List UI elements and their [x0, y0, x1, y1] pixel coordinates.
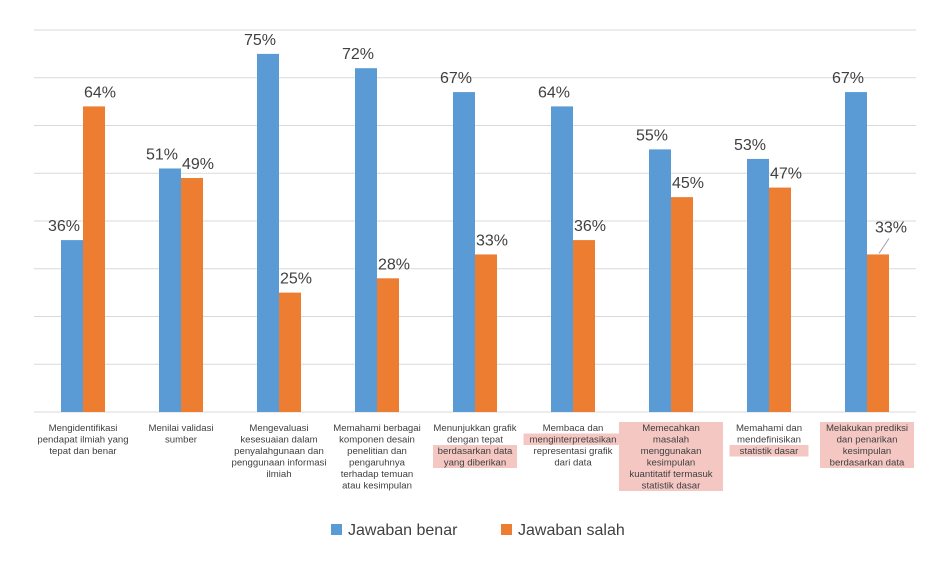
bar-jawaban-benar	[649, 149, 671, 412]
leader-line	[878, 238, 890, 254]
bar-jawaban-benar	[257, 53, 279, 412]
category-label: Menilai validasi sumber	[148, 423, 213, 446]
category-label: Memahami dan mendefinisikan statistik dasa…	[736, 423, 802, 457]
bar-jawaban-benar	[159, 168, 181, 412]
value-label-benar: 64%	[538, 84, 570, 101]
category-label: Melakukan prediksi dan penarikan kesimpula…	[826, 423, 908, 469]
bar-jawaban-benar	[845, 92, 867, 412]
value-label-benar: 67%	[440, 70, 472, 87]
value-label-salah: 28%	[378, 256, 410, 273]
category-labels: Mengidentifikasi pendapat ilmiah yang tepa…	[37, 423, 908, 492]
label-highlight	[729, 445, 809, 457]
bar-jawaban-salah	[83, 106, 105, 413]
label-highlight	[619, 422, 723, 491]
value-label-benar: 75%	[244, 32, 276, 49]
category-label: Memahami berbagai komponen desain peneliti…	[333, 423, 420, 492]
legend-swatch-benar	[331, 524, 342, 535]
label-highlight	[433, 445, 517, 468]
value-label-salah: 49%	[182, 156, 214, 173]
category-label: Mengevaluasi kesesuaian dalam penyalahguna…	[232, 423, 327, 480]
bar-jawaban-benar	[551, 106, 573, 413]
value-labels: 36% 64% 51%49% 75% 25% 72% 28% 67% 33% 64% 36% 55% 4…	[48, 32, 907, 288]
bar-jawaban-benar	[61, 240, 83, 412]
category-label: Memecahkan masalah menggunakan kesimpulan ku…	[629, 423, 712, 492]
bar-jawaban-salah	[377, 278, 399, 412]
label-highlights	[433, 422, 914, 491]
value-label-benar: 55%	[636, 127, 668, 144]
bar-jawaban-salah	[573, 240, 595, 412]
value-label-salah: 45%	[672, 175, 704, 192]
bar-jawaban-benar	[453, 92, 475, 412]
value-label-salah: 36%	[574, 218, 606, 235]
value-label-benar: 53%	[734, 137, 766, 154]
bar-jawaban-benar	[355, 68, 377, 412]
category-label: Menunjukkan grafik dengan tepat berdasarka…	[433, 423, 516, 469]
bar-jawaban-benar	[747, 158, 769, 412]
bar-jawaban-salah	[867, 254, 889, 412]
bar-jawaban-salah	[181, 178, 203, 412]
value-label-benar: 36%	[48, 218, 80, 235]
legend: Jawaban benar Jawaban salah	[331, 522, 625, 539]
bar-jawaban-salah	[279, 292, 301, 412]
value-label-benar: 72%	[342, 46, 374, 63]
value-label-benar: 67%	[832, 70, 864, 87]
label-highlight	[523, 433, 623, 445]
value-label-benar: 51%	[146, 146, 178, 163]
bar-jawaban-salah	[475, 254, 497, 412]
value-label-salah: 25%	[280, 271, 312, 288]
legend-swatch-salah	[501, 524, 512, 535]
bar-jawaban-salah	[769, 187, 791, 412]
bars	[61, 53, 889, 413]
value-label-salah: 64%	[84, 84, 116, 101]
legend-label-salah: Jawaban salah	[518, 522, 625, 539]
value-label-salah: 33%	[476, 232, 508, 249]
value-label-salah: 47%	[770, 166, 802, 183]
legend-label-benar: Jawaban benar	[348, 522, 458, 539]
value-label-salah: 33%	[875, 219, 907, 236]
category-label: Mengidentifikasi pendapat ilmiah yang tepa…	[37, 423, 128, 457]
label-highlight	[820, 422, 914, 468]
category-label: Membaca dan menginterpretasikan representa…	[530, 423, 617, 469]
bar-jawaban-salah	[671, 197, 693, 412]
